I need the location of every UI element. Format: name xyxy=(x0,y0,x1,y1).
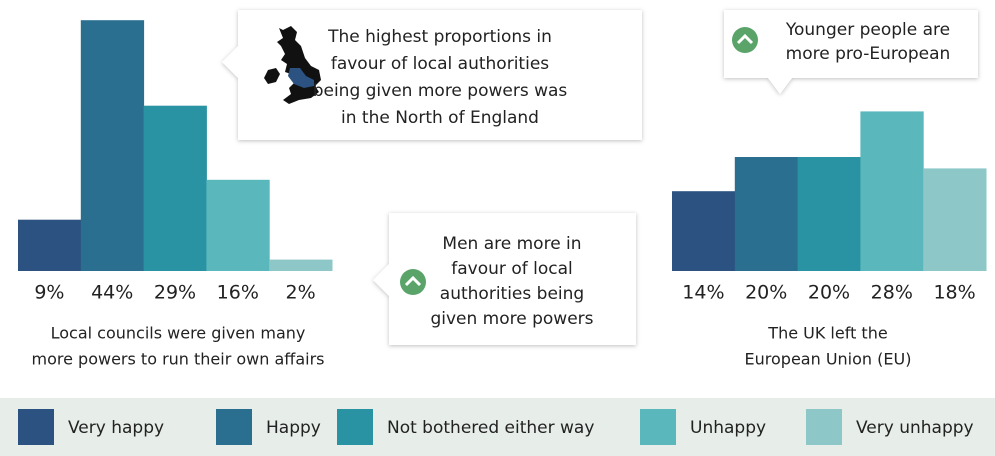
up-icon xyxy=(400,269,426,295)
bar xyxy=(797,157,861,271)
callout-text: in the North of England xyxy=(341,108,539,128)
value-label: 16% xyxy=(217,282,259,304)
value-label: 14% xyxy=(682,282,724,304)
callout-text: Younger people are xyxy=(785,20,950,40)
value-label: 28% xyxy=(871,282,913,304)
legend-swatch xyxy=(18,409,54,445)
value-label: 29% xyxy=(154,282,196,304)
legend-swatch xyxy=(806,409,842,445)
callout-text: more pro-European xyxy=(786,44,951,64)
legend-swatch xyxy=(337,409,373,445)
value-label: 20% xyxy=(808,282,850,304)
bar xyxy=(269,259,333,271)
callout-box xyxy=(222,10,642,140)
legend-label: Very unhappy xyxy=(856,418,974,438)
caption: more powers to run their own affairs xyxy=(32,350,325,369)
legend-label: Unhappy xyxy=(690,418,766,438)
value-label: 9% xyxy=(34,282,64,304)
value-label: 18% xyxy=(933,282,975,304)
callout-text: being given more powers was xyxy=(313,81,568,101)
legend-swatch xyxy=(640,409,676,445)
uk-map-icon xyxy=(264,26,321,104)
callout-text: The highest proportions in xyxy=(327,27,552,47)
callout-text: given more powers xyxy=(430,309,593,329)
value-label: 44% xyxy=(91,282,133,304)
bar xyxy=(80,20,145,272)
bar xyxy=(143,105,207,271)
bar xyxy=(206,179,270,271)
legend-swatch xyxy=(216,409,252,445)
caption: European Union (EU) xyxy=(745,350,912,369)
callout-text: Men are more in xyxy=(442,234,581,254)
callout-text: authorities being xyxy=(440,284,584,304)
bar xyxy=(860,111,924,272)
value-label: 20% xyxy=(745,282,787,304)
bar xyxy=(672,191,736,271)
callout-text: favour of local xyxy=(451,259,572,279)
up-icon xyxy=(732,27,758,53)
callout-box xyxy=(373,213,636,345)
legend-label: Not bothered either way xyxy=(387,418,594,438)
callout-text: favour of local authorities xyxy=(331,54,549,74)
bar xyxy=(18,219,82,271)
caption: Local councils were given many xyxy=(51,324,306,343)
value-label: 2% xyxy=(286,282,316,304)
caption: The UK left the xyxy=(767,324,887,343)
bar xyxy=(923,168,987,271)
legend-label: Happy xyxy=(266,418,321,438)
bar xyxy=(734,157,799,271)
legend-label: Very happy xyxy=(68,418,164,438)
callout-box xyxy=(724,10,978,94)
